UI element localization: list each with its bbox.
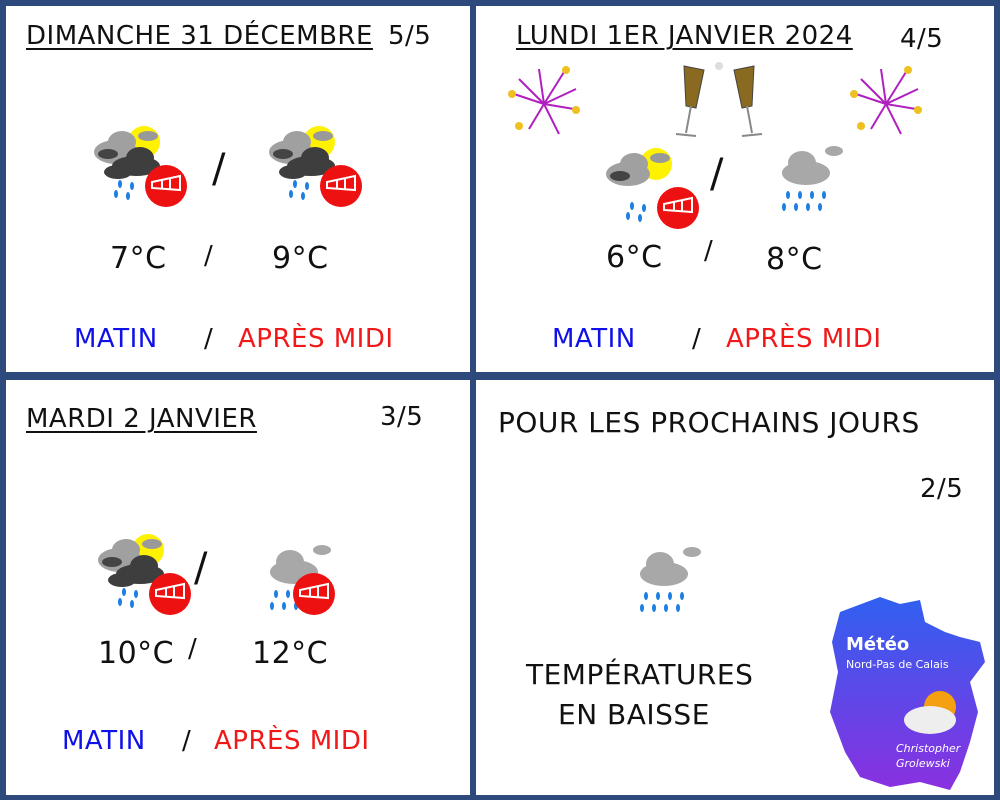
outlook-title: POUR LES PROCHAINS JOURS bbox=[498, 406, 920, 439]
panel-outlook: POUR LES PROCHAINS JOURS 2/5 TEMPÉRATURE… bbox=[476, 380, 994, 795]
outlook-rating: 2/5 bbox=[920, 474, 964, 504]
temp-afternoon: 12°C bbox=[252, 636, 329, 671]
sun-cloud-rain-wind-icon bbox=[606, 148, 700, 230]
cloud-rain-icon bbox=[782, 146, 843, 211]
day-rating: 4/5 bbox=[900, 24, 944, 54]
separator: / bbox=[204, 241, 214, 271]
logo-author-first: Christopher bbox=[896, 742, 961, 755]
temp-afternoon: 8°C bbox=[766, 242, 823, 277]
fireworks-icon bbox=[849, 65, 923, 135]
label-morning: MATIN bbox=[552, 324, 636, 354]
panel-day1: DIMANCHE 31 DÉCEMBRE 5/5 / 7°C / 9°C MAT… bbox=[6, 6, 470, 372]
meteo-logo: Météo Nord-Pas de Calais Christopher Gro… bbox=[820, 592, 992, 792]
region-map-icon bbox=[830, 597, 985, 790]
day-title: MARDI 2 JANVIER bbox=[26, 404, 257, 434]
day-rating: 5/5 bbox=[388, 21, 432, 51]
separator: / bbox=[710, 151, 724, 197]
separator: / bbox=[212, 146, 226, 192]
panel-day3: MARDI 2 JANVIER 3/5 / 10°C / 12°C MATIN … bbox=[6, 380, 470, 795]
separator: / bbox=[204, 324, 214, 354]
label-morning: MATIN bbox=[74, 324, 158, 354]
cloud-rain-icon bbox=[640, 547, 701, 612]
logo-author-last: Grolewski bbox=[896, 757, 950, 770]
day-title: LUNDI 1ER JANVIER 2024 bbox=[516, 21, 853, 51]
label-afternoon: APRÈS MIDI bbox=[238, 324, 394, 354]
separator: / bbox=[188, 634, 198, 664]
temp-afternoon: 9°C bbox=[272, 241, 329, 276]
separator: / bbox=[704, 236, 714, 266]
label-afternoon: APRÈS MIDI bbox=[726, 324, 882, 354]
label-afternoon: APRÈS MIDI bbox=[214, 726, 370, 756]
logo-subtitle: Nord-Pas de Calais bbox=[846, 658, 949, 671]
sun-cloud-rain-wind-icon bbox=[94, 126, 188, 208]
logo-title: Météo bbox=[846, 634, 910, 655]
temp-morning: 7°C bbox=[110, 241, 167, 276]
separator: / bbox=[194, 545, 208, 591]
day-title: DIMANCHE 31 DÉCEMBRE bbox=[26, 21, 373, 51]
separator: / bbox=[182, 726, 192, 756]
champagne-icon bbox=[675, 62, 763, 137]
separator: / bbox=[692, 324, 702, 354]
temp-morning: 6°C bbox=[606, 240, 663, 275]
panel-day2: LUNDI 1ER JANVIER 2024 4/5 / 6°C / 8°C M… bbox=[476, 6, 994, 372]
sun-cloud-rain-wind-icon bbox=[269, 126, 363, 208]
label-morning: MATIN bbox=[62, 726, 146, 756]
temp-morning: 10°C bbox=[98, 636, 175, 671]
outlook-line2: EN BAISSE bbox=[558, 698, 710, 731]
cloud-rain-wind-icon bbox=[270, 545, 336, 616]
fireworks-icon bbox=[507, 65, 581, 135]
outlook-line1: TEMPÉRATURES bbox=[526, 658, 754, 691]
sun-cloud-rain-wind-icon bbox=[98, 534, 192, 616]
day-rating: 3/5 bbox=[380, 402, 424, 432]
